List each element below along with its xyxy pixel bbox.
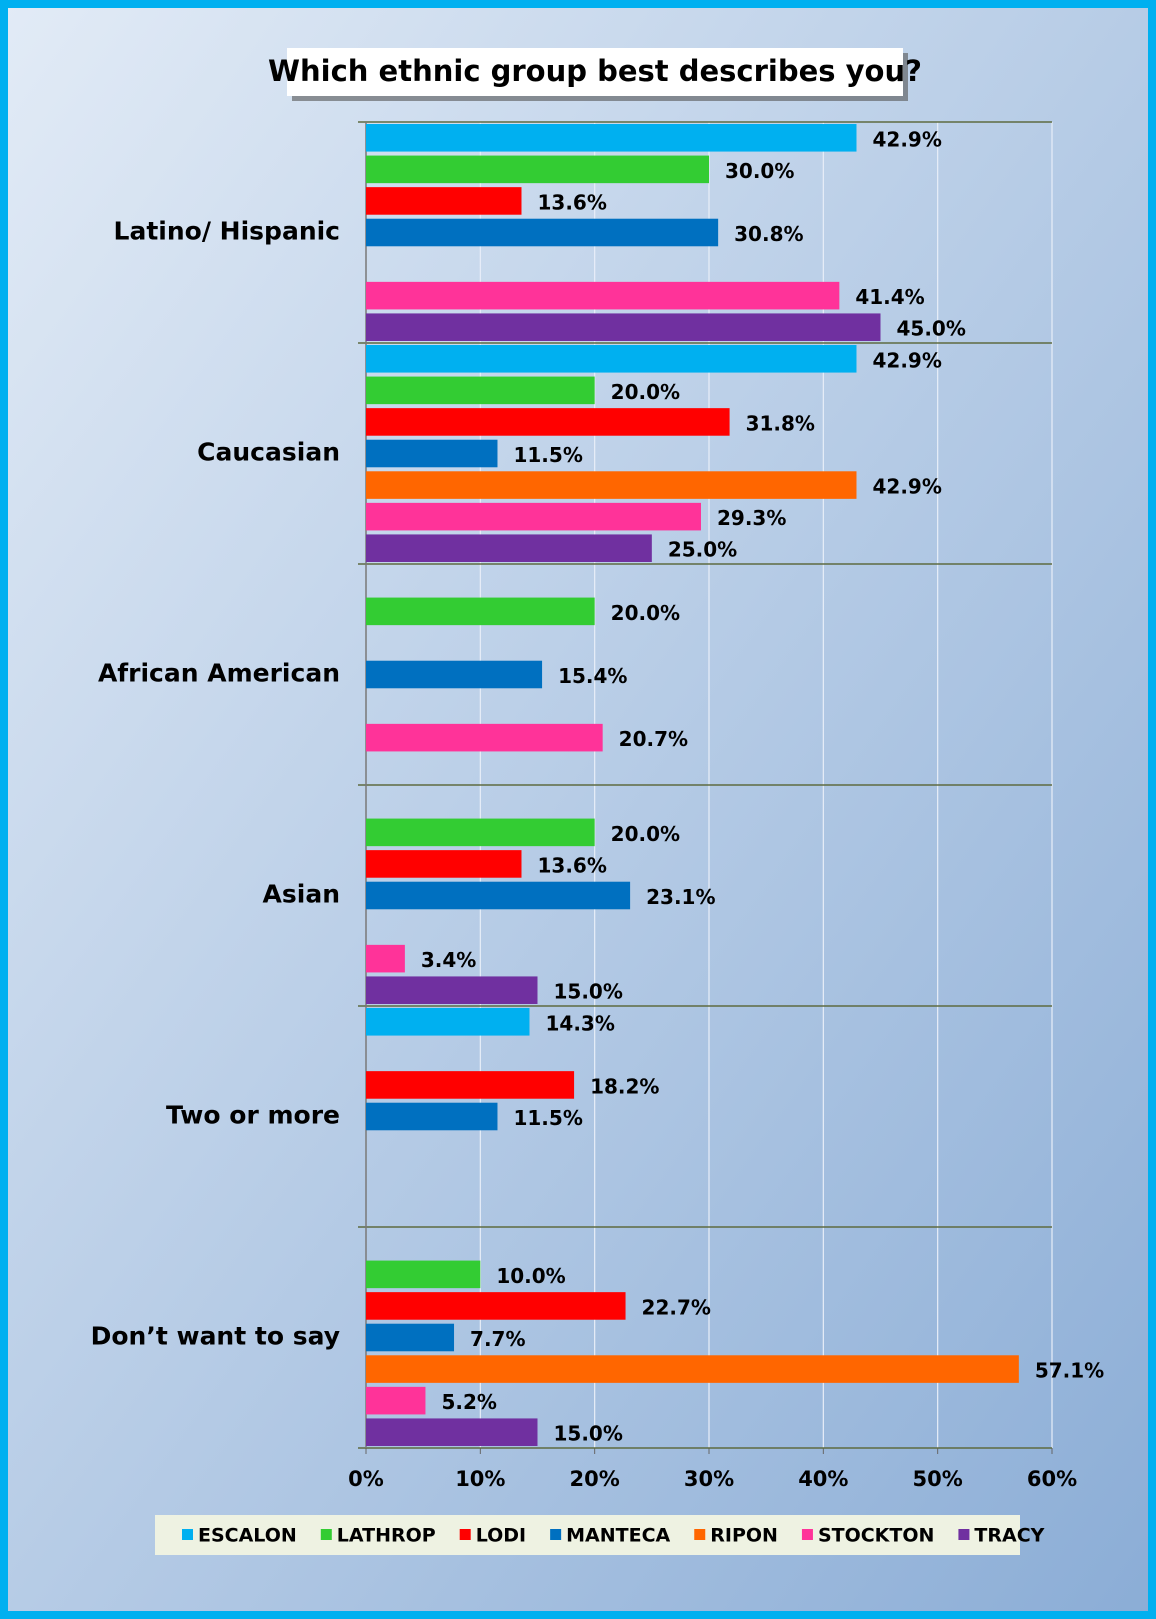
legend-swatch [550,1529,562,1540]
bar [366,818,595,847]
title-box [287,48,903,96]
value-label: 22.7% [642,1295,711,1319]
legend-label: ESCALON [198,1525,297,1547]
value-label: 30.8% [734,222,803,246]
x-tick-label: 60% [1027,1467,1077,1491]
value-label: 10.0% [496,1264,565,1288]
value-label: 31.8% [746,411,815,435]
bar [366,439,498,468]
value-label: 23.1% [646,885,715,909]
value-label: 11.5% [513,1106,582,1130]
bar [366,345,857,373]
legend-swatch [320,1529,332,1540]
legend-label: MANTECA [566,1525,670,1547]
value-label: 45.0% [897,317,966,341]
y-tick-label: Latino/ Hispanic [114,217,340,246]
value-label: 20.0% [611,380,680,404]
value-label: 15.0% [554,1422,623,1446]
legend-label: STOCKTON [818,1525,934,1547]
bar [366,376,595,405]
x-tick-label: 0% [348,1467,384,1491]
bar [366,944,405,973]
value-label: 20.0% [611,822,680,846]
x-tick-label: 30% [684,1467,734,1491]
bar [366,502,701,531]
legend-label: LATHROP [337,1525,436,1547]
y-tick-label: Caucasian [197,438,340,467]
bar [366,218,719,247]
legend-box [155,1515,1020,1555]
value-label: 15.4% [558,664,627,688]
y-tick-label: African American [98,659,340,688]
legend-swatch [958,1529,970,1540]
bar [366,187,522,215]
value-label: 18.2% [590,1074,659,1098]
bar [366,976,538,1004]
value-label: 20.7% [619,727,688,751]
bar [366,1071,575,1099]
bar [366,723,603,752]
x-tick-label: 40% [798,1467,848,1491]
legend-swatch [801,1529,813,1540]
bar [366,881,631,910]
y-tick-label: Two or more [166,1101,340,1130]
bar [366,1292,626,1320]
x-tick-label: 10% [455,1467,505,1491]
y-tick-label: Don’t want to say [91,1322,340,1351]
value-label: 13.6% [537,853,606,877]
value-label: 15.0% [554,980,623,1004]
bar [366,313,881,341]
value-label: 14.3% [545,1011,614,1035]
bar [366,660,543,689]
legend-swatch [182,1529,193,1540]
bar [366,1386,426,1415]
value-label: 3.4% [421,948,476,972]
value-label: 29.3% [717,506,786,530]
x-tick-label: 20% [570,1467,620,1491]
legend-swatch [694,1529,706,1540]
bar [366,1102,498,1131]
value-label: 11.5% [513,443,582,467]
value-label: 42.9% [872,475,941,499]
bar [366,124,857,152]
x-tick-label: 50% [913,1467,963,1491]
y-tick-label: Asian [263,880,340,909]
legend-label: LODI [476,1525,526,1547]
bar [366,155,709,184]
value-label: 30.0% [725,159,794,183]
bar [366,850,522,878]
value-label: 57.1% [1035,1359,1104,1383]
bar [366,597,595,626]
value-label: 20.0% [611,601,680,625]
bar [366,1323,455,1352]
bar [366,281,840,310]
bar [366,1355,1019,1383]
bar [366,1260,481,1289]
value-label: 41.4% [855,285,924,309]
bar [366,1008,530,1036]
bar [366,408,730,436]
value-label: 42.9% [872,127,941,151]
value-label: 13.6% [537,190,606,214]
value-label: 7.7% [470,1327,525,1351]
bar [366,471,857,499]
chart-title: Which ethnic group best describes you? [268,54,922,88]
legend-label: RIPON [710,1525,778,1547]
bar [366,534,652,562]
value-label: 5.2% [441,1390,496,1414]
legend-label: TRACY [974,1525,1044,1547]
value-label: 42.9% [872,348,941,372]
value-label: 25.0% [668,538,737,562]
bar [366,1418,538,1446]
legend-swatch [459,1529,471,1540]
